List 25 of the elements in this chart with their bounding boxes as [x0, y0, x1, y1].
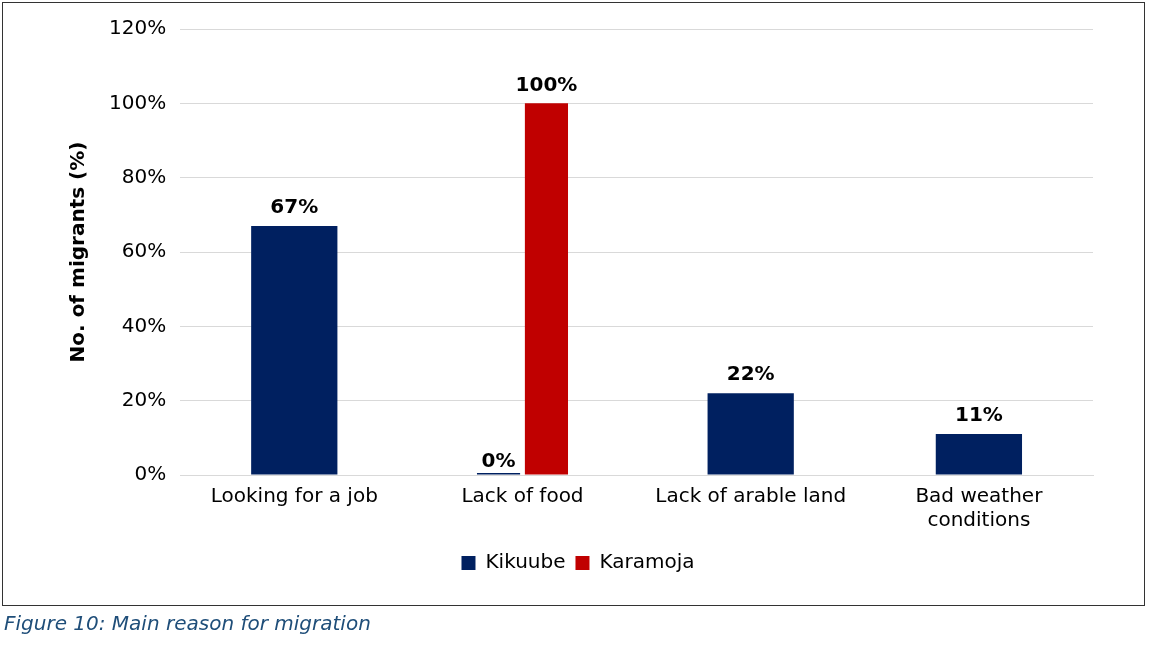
bar	[935, 434, 1023, 475]
category-label: Bad weather	[915, 483, 1043, 508]
category-label: conditions	[927, 507, 1031, 532]
data-label: 11%	[954, 402, 1003, 427]
x-tick-label: Looking for a job	[210, 483, 378, 508]
y-tick-label: 60%	[121, 238, 167, 263]
x-tick-label: Lack of arable land	[655, 483, 847, 508]
x-tick-label: Lack of food	[461, 483, 584, 508]
data-label: 67%	[270, 194, 319, 219]
y-tick-label: 40%	[121, 312, 167, 337]
bar	[251, 225, 338, 475]
data-label: 100%	[515, 71, 578, 96]
legend-label: Kikuube	[485, 549, 566, 574]
legend-label: Karamoja	[599, 549, 695, 574]
y-tick-label: 20%	[121, 386, 167, 411]
y-tick-label: 0%	[134, 461, 167, 486]
y-tick-label: 80%	[121, 163, 167, 188]
data-label: 0%	[481, 448, 516, 473]
bar	[707, 393, 794, 475]
y-tick-label: 100%	[108, 89, 167, 114]
caption: Figure 10: Main reason for migration	[4, 611, 371, 635]
data-label: 22%	[726, 361, 775, 386]
y-tick-label: 120%	[108, 15, 167, 40]
y-axis-title: No. of migrants (%)	[65, 141, 90, 363]
bar	[524, 103, 569, 475]
